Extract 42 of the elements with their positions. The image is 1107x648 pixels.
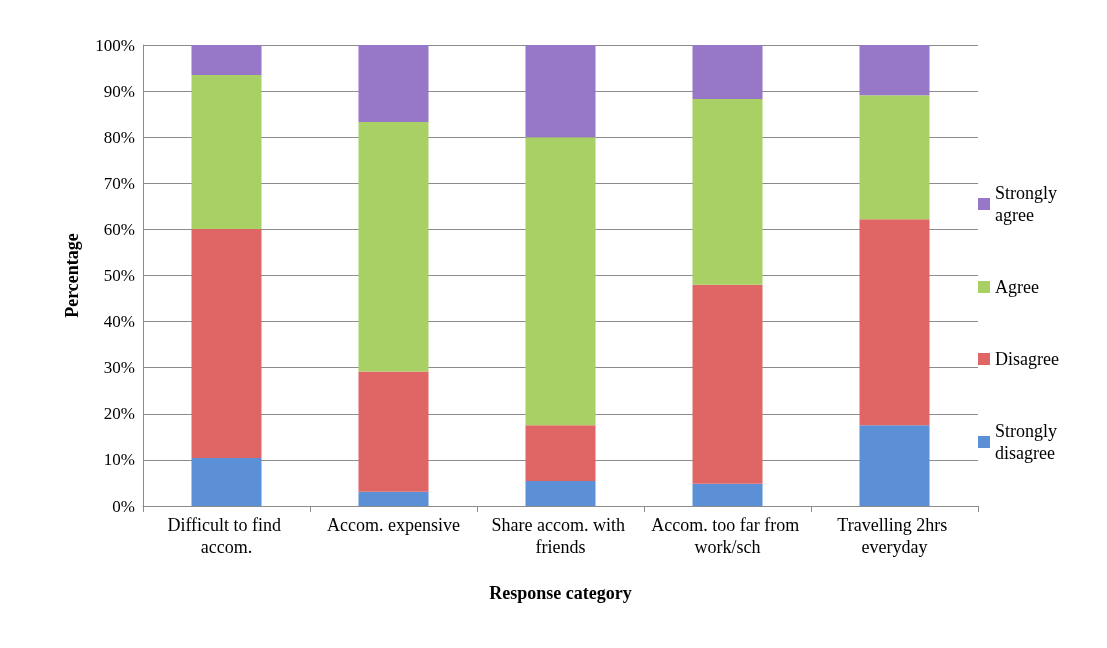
x-tick-label: Accom. expensive [327,515,460,535]
bar [525,481,596,506]
y-tick-label: 10% [103,450,135,470]
legend-label: Strongly agree [995,183,1062,225]
bar [358,491,429,506]
y-axis-title: Percentage [62,233,82,318]
bar [191,458,262,506]
y-tick-label: 50% [103,266,135,285]
y-tick-label: 100% [95,35,135,55]
bar [692,284,763,484]
bar [692,98,763,285]
bar [358,45,429,122]
x-axis-title: Response category [489,583,632,603]
bar [525,425,596,482]
y-tick-label: 90% [103,81,135,101]
y-tick-label: 30% [103,358,135,378]
y-tick-label: 0% [112,496,135,516]
y-tick-label: 60% [103,219,135,239]
bar [859,219,930,426]
bar [692,483,763,506]
y-tick-label: 70% [103,173,135,193]
bar [191,45,262,75]
y-tick-label: 80% [103,127,135,147]
bar [358,121,429,372]
y-tick-label: 40% [103,312,135,332]
bar [692,45,763,99]
y-tick-label: 20% [103,404,135,424]
x-tick-label: Share accom. with friends [491,515,630,557]
bar [859,425,930,506]
legend-label: Disagree [995,349,1059,369]
bar [191,228,262,459]
x-tick-label: Difficult to find accom. [167,515,286,557]
bar [859,45,930,96]
x-tick-label: Accom. too far from work/sch [651,515,804,557]
x-tick-label: Travelling 2hrs everyday [837,515,952,557]
bar [525,45,596,138]
bar [358,371,429,492]
bar [859,95,930,220]
legend-label: Agree [995,277,1039,297]
bar [191,74,262,229]
legend-label: Strongly disagree [995,421,1062,463]
bar [525,137,596,426]
